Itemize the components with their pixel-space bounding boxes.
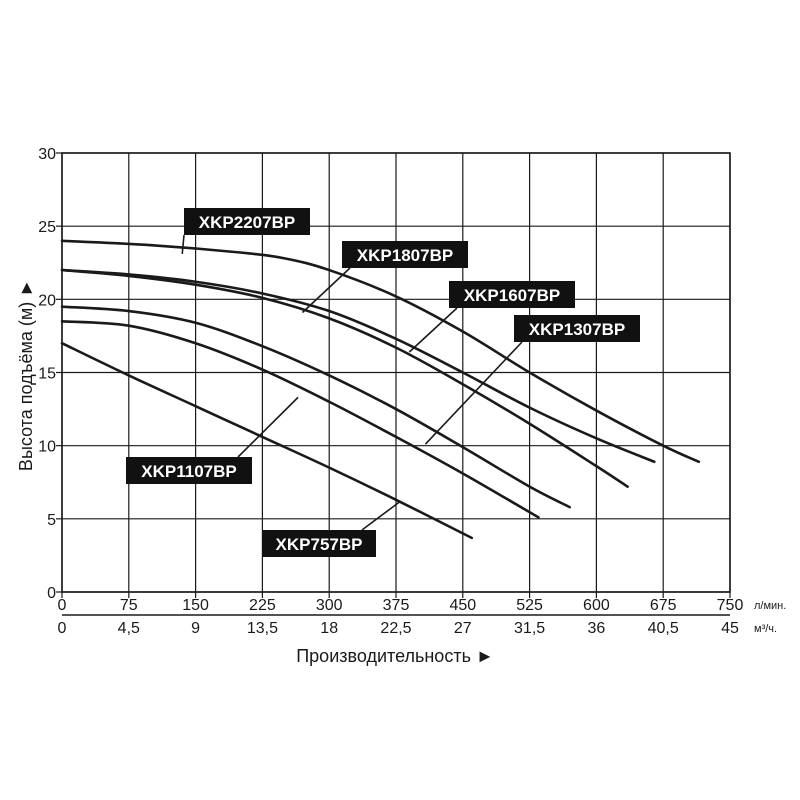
x-tick-label: 375 bbox=[383, 597, 410, 614]
curve-xkp1807bp bbox=[60, 268, 656, 464]
x-tick-label: 150 bbox=[182, 597, 209, 614]
curve-label-xkp2207bp: XKP2207BP bbox=[199, 213, 295, 232]
x-tick-label-secondary: 45 bbox=[721, 620, 739, 637]
x-tick-label-secondary: 36 bbox=[588, 620, 606, 637]
x-tick-label-secondary: 22,5 bbox=[380, 620, 411, 637]
curve-label-box bbox=[449, 281, 575, 308]
label-leader-line bbox=[408, 307, 458, 353]
label-leader-line bbox=[237, 396, 299, 458]
x-tick-label: 675 bbox=[650, 597, 677, 614]
y-tick-label: 10 bbox=[38, 439, 56, 456]
curve-label-xkp757bp: XKP757BP bbox=[276, 535, 363, 554]
x-tick-label: 525 bbox=[516, 597, 543, 614]
x-unit-label: л/мин. bbox=[754, 600, 786, 612]
curve-xkp2207bp bbox=[60, 239, 701, 464]
y-tick-label: 25 bbox=[38, 219, 56, 236]
x-tick-label: 750 bbox=[717, 597, 744, 614]
label-leader-line bbox=[361, 500, 401, 531]
x-tick-label: 450 bbox=[449, 597, 476, 614]
x-tick-label-secondary: 31,5 bbox=[514, 620, 545, 637]
y-axis-title: Высота подъёма (м) ► bbox=[16, 279, 36, 471]
y-tick-label: 20 bbox=[38, 292, 56, 309]
x-tick-label-secondary: 40,5 bbox=[648, 620, 679, 637]
curve-xkp1107bp bbox=[60, 319, 540, 519]
x-tick-label-secondary: 18 bbox=[320, 620, 338, 637]
curve-labels: XKP2207BP XKP1807BP XKP1607BP XKP1307BP XKP1… bbox=[126, 208, 640, 557]
x-tick-label: 0 bbox=[58, 597, 67, 614]
x-tick-label: 75 bbox=[120, 597, 138, 614]
pump-curves bbox=[60, 239, 701, 540]
x-tick-label-secondary: 4,5 bbox=[118, 620, 140, 637]
plot-frame bbox=[61, 152, 731, 593]
x-tick-label-secondary: 13,5 bbox=[247, 620, 278, 637]
label-leader-line bbox=[301, 267, 351, 314]
x-unit-label-secondary: м³/ч. bbox=[754, 623, 777, 635]
axes: 00754,5150922513,53001837522,54502752531… bbox=[38, 146, 786, 637]
y-tick-label: 30 bbox=[38, 146, 56, 163]
curve-label-xkp1107bp: XKP1107BP bbox=[141, 462, 236, 481]
curve-label-box bbox=[126, 457, 252, 484]
label-leader-line bbox=[424, 341, 523, 445]
label-leader-line bbox=[181, 234, 185, 255]
grid bbox=[61, 152, 731, 593]
x-tick-label-secondary: 0 bbox=[58, 620, 67, 637]
x-tick-label-secondary: 9 bbox=[191, 620, 200, 637]
curve-label-xkp1607bp: XKP1607BP bbox=[464, 286, 560, 305]
curve-label-xkp1307bp: XKP1307BP bbox=[529, 320, 625, 339]
x-tick-label: 600 bbox=[583, 597, 610, 614]
curve-label-box bbox=[184, 208, 310, 235]
x-tick-label: 225 bbox=[249, 597, 276, 614]
y-tick-label: 5 bbox=[47, 512, 56, 529]
curve-label-xkp1807bp: XKP1807BP bbox=[357, 246, 453, 265]
y-tick-label: 0 bbox=[47, 585, 56, 602]
curve-label-box bbox=[262, 530, 376, 557]
curve-xkp1307bp bbox=[60, 305, 571, 509]
curve-xkp1607bp bbox=[60, 268, 629, 488]
x-tick-label: 300 bbox=[316, 597, 343, 614]
curve-xkp757bp bbox=[60, 341, 474, 540]
curve-label-box bbox=[514, 315, 640, 342]
x-tick-label-secondary: 27 bbox=[454, 620, 472, 637]
y-tick-label: 15 bbox=[38, 366, 56, 383]
curve-label-box bbox=[342, 241, 468, 268]
x-axis-title: Производительность ► bbox=[296, 646, 494, 666]
